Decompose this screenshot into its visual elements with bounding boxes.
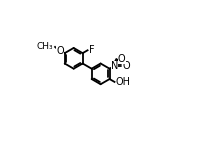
Text: O: O — [122, 61, 130, 71]
Text: O: O — [56, 46, 64, 56]
Text: CH₃: CH₃ — [37, 42, 53, 51]
Text: OH: OH — [116, 77, 131, 87]
Text: F: F — [89, 45, 94, 55]
Text: N: N — [111, 61, 118, 71]
Text: O: O — [118, 54, 126, 64]
